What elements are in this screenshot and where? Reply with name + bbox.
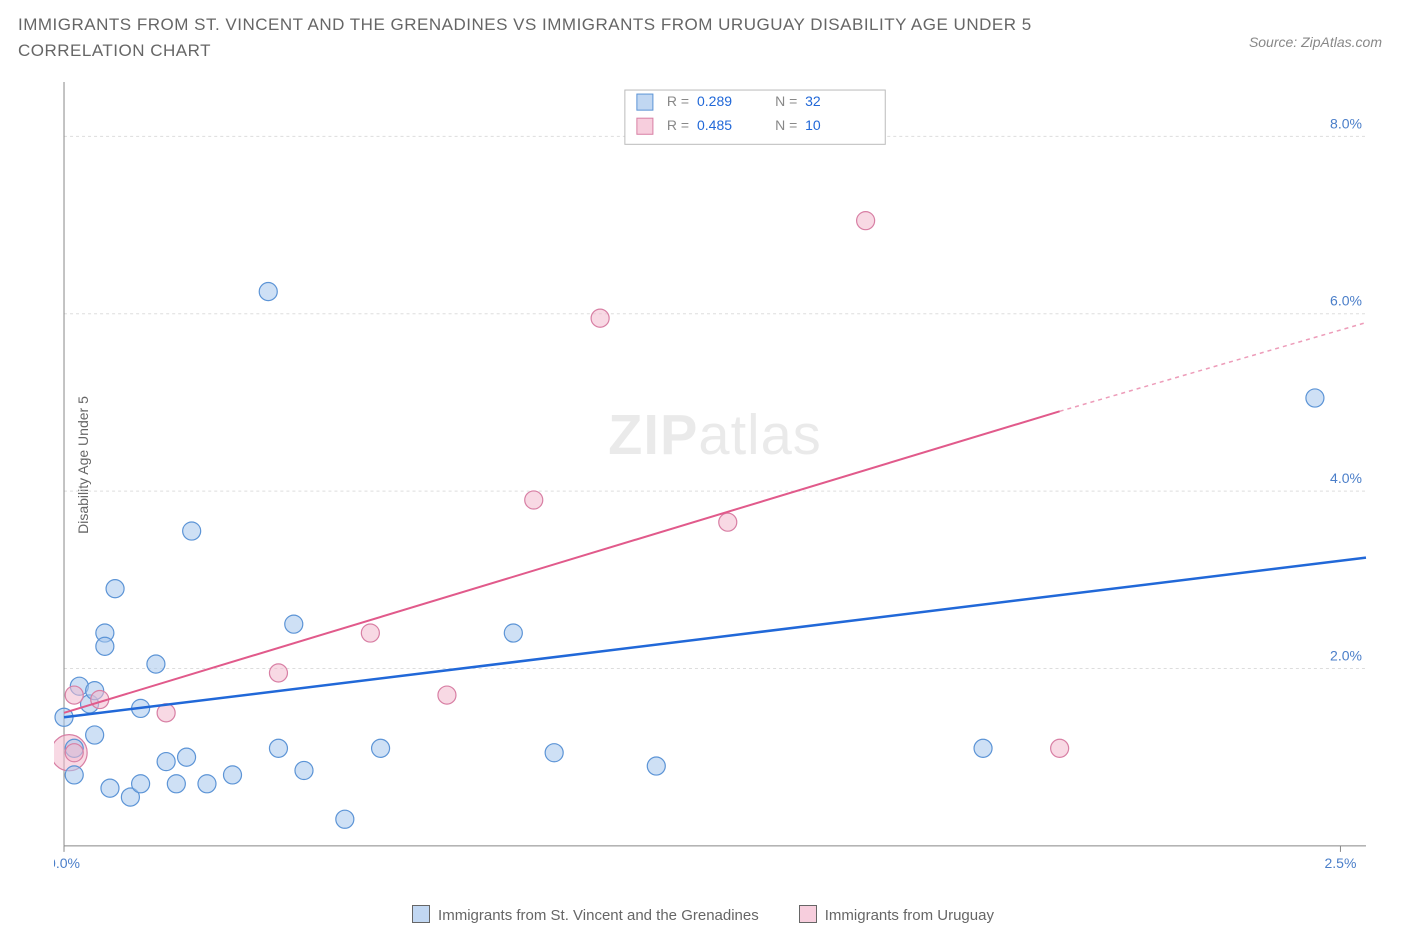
- data-point-blue: [86, 726, 104, 744]
- data-point-blue: [1306, 389, 1324, 407]
- source-attribution: Source: ZipAtlas.com: [1249, 12, 1382, 50]
- data-point-blue: [259, 283, 277, 301]
- data-point-pink: [269, 664, 287, 682]
- svg-text:0.0%: 0.0%: [54, 855, 80, 871]
- data-point-blue: [269, 739, 287, 757]
- data-point-pink: [361, 624, 379, 642]
- svg-text:0.485: 0.485: [697, 117, 732, 133]
- data-point-pink: [719, 513, 737, 531]
- data-point-blue: [647, 757, 665, 775]
- data-point-blue: [336, 810, 354, 828]
- data-point-blue: [96, 637, 114, 655]
- data-point-blue: [974, 739, 992, 757]
- data-point-blue: [101, 779, 119, 797]
- data-point-blue: [178, 748, 196, 766]
- data-point-blue: [157, 753, 175, 771]
- stats-legend: R = 0.289 N = 32 R = 0.485 N = 10: [625, 90, 885, 144]
- svg-text:2.5%: 2.5%: [1324, 855, 1356, 871]
- data-point-pink: [525, 491, 543, 509]
- svg-text:6.0%: 6.0%: [1330, 293, 1362, 309]
- data-point-blue: [147, 655, 165, 673]
- trend-line-blue: [64, 558, 1366, 718]
- svg-text:N =: N =: [775, 117, 797, 133]
- data-point-pink: [857, 212, 875, 230]
- svg-text:32: 32: [805, 93, 821, 109]
- data-point-blue: [372, 739, 390, 757]
- watermark: ZIPatlas: [608, 403, 822, 466]
- data-point-blue: [183, 522, 201, 540]
- data-point-blue: [65, 766, 83, 784]
- svg-text:0.289: 0.289: [697, 93, 732, 109]
- svg-text:8.0%: 8.0%: [1330, 115, 1362, 131]
- scatter-plot: 2.0% 4.0% 6.0% 8.0% 0.0% 2.5% ZIPatlas R = 0…: [54, 82, 1376, 876]
- svg-text:N =: N =: [775, 93, 797, 109]
- legend-swatch-pink: [799, 905, 817, 923]
- data-point-pink: [1051, 739, 1069, 757]
- data-point-blue: [167, 775, 185, 793]
- svg-text:2.0%: 2.0%: [1330, 647, 1362, 663]
- svg-text:10: 10: [805, 117, 821, 133]
- data-point-blue: [106, 580, 124, 598]
- trend-line-pink: [64, 411, 1060, 713]
- data-point-blue: [545, 744, 563, 762]
- legend-item-blue: Immigrants from St. Vincent and the Gren…: [412, 905, 759, 924]
- svg-text:R =: R =: [667, 117, 689, 133]
- data-point-pink: [65, 744, 83, 762]
- data-point-blue: [295, 761, 313, 779]
- data-point-pink: [438, 686, 456, 704]
- data-point-blue: [198, 775, 216, 793]
- legend-item-pink: Immigrants from Uruguay: [799, 905, 994, 924]
- data-point-blue: [223, 766, 241, 784]
- chart-title: IMMIGRANTS FROM ST. VINCENT AND THE GREN…: [18, 12, 1118, 63]
- svg-text:R =: R =: [667, 93, 689, 109]
- series-legend: Immigrants from St. Vincent and the Gren…: [0, 905, 1406, 924]
- svg-text:4.0%: 4.0%: [1330, 470, 1362, 486]
- data-point-blue: [285, 615, 303, 633]
- data-point-pink: [591, 309, 609, 327]
- data-point-blue: [504, 624, 522, 642]
- data-point-pink: [65, 686, 83, 704]
- data-point-blue: [132, 775, 150, 793]
- legend-swatch-blue: [412, 905, 430, 923]
